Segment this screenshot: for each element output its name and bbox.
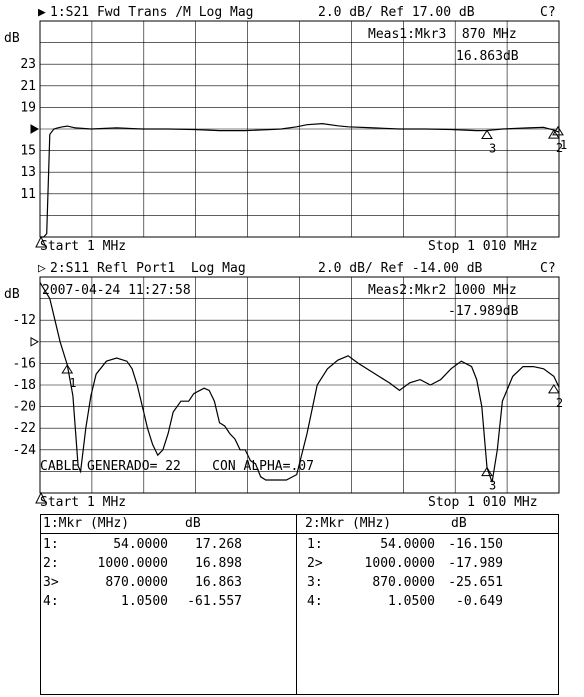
chart2-ytick-label: -24 (13, 443, 37, 458)
chart1-marker-label: 2 (556, 141, 563, 155)
chart2-start-label: Start 1 MHz (40, 495, 127, 510)
left-row-4-db: -61.557 (187, 594, 242, 609)
chart2-ref-arrow-icon (30, 336, 40, 347)
right-row-2-id: 2> (307, 556, 323, 571)
left-table-header-db: dB (185, 516, 201, 531)
left-row-2-freq: 1000.0000 (97, 556, 168, 571)
chart2-ytick-label: -22 (13, 421, 36, 436)
chart2-ylabel: dB (4, 287, 20, 302)
left-row-3-freq: 870.0000 (105, 575, 168, 590)
right-row-2-db: -17.989 (448, 556, 503, 571)
chart2-status: C? (540, 261, 556, 276)
right-row-1-id: 1: (307, 537, 323, 552)
chart1-marker-icon (481, 129, 493, 139)
left-row-4-freq: 1.0500 (121, 594, 168, 609)
chart1-ref-arrow: ▶ (38, 5, 46, 20)
right-row-1-db: -16.150 (448, 537, 503, 552)
chart1-ylabel: dB (4, 31, 20, 46)
chart2-annotation: CABLE GENERADO= 22 CON ALPHA=.07 (40, 459, 314, 474)
chart2-marker-value: -17.989dB (448, 304, 519, 319)
right-row-3-db: -25.651 (448, 575, 503, 590)
chart1-marker-value: 16.863dB (456, 49, 519, 64)
chart1-start-marker-icon (35, 235, 47, 248)
right-row-3-freq: 870.0000 (372, 575, 435, 590)
chart1-trace (40, 122, 560, 238)
chart1-marker-label: 3 (489, 141, 496, 155)
chart1-status: C? (540, 5, 556, 20)
chart2-title: 2:S11 Refl Port1 Log Mag (50, 261, 246, 276)
chart2-trace (39, 282, 560, 483)
chart1-ytick-label: 13 (20, 165, 36, 180)
chart2-ytick-label: -12 (13, 313, 36, 328)
chart2-ytick-label: -20 (13, 400, 36, 415)
right-row-1-freq: 54.0000 (380, 537, 435, 552)
left-row-4-id: 4: (43, 594, 59, 609)
left-row-3-id: 3> (43, 575, 59, 590)
chart1-ref-arrow-icon (30, 124, 40, 134)
chart2-marker-label: 3 (489, 479, 496, 493)
chart1-ytick-label: 19 (20, 100, 36, 115)
left-row-3-db: 16.863 (195, 575, 242, 590)
chart1-marker-icon (547, 129, 560, 139)
chart2-ytick-label: -16 (13, 356, 36, 371)
table-header-rule (41, 533, 558, 534)
right-row-4-db: -0.649 (456, 594, 503, 609)
chart2-start-marker-icon (35, 491, 47, 504)
left-row-2-db: 16.898 (195, 556, 242, 571)
chart1-ytick-label: 23 (20, 57, 36, 72)
left-row-2-id: 2: (43, 556, 59, 571)
chart2-marker-label: 2 (556, 396, 563, 410)
chart2-ref-arrow: ▷ (38, 261, 46, 276)
chart1-ytick-label: 15 (20, 144, 36, 159)
chart2-marker-icon (61, 364, 74, 374)
chart2-marker-icon (547, 383, 560, 394)
left-row-1-freq: 54.0000 (113, 537, 168, 552)
chart1-marker-readout: Meas1:Mkr3 870 MHz (368, 27, 517, 42)
chart1-marker-icon (552, 125, 564, 136)
chart1-marker-label: 1 (560, 138, 567, 152)
chart2-scale: 2.0 dB/ Ref -14.00 dB (318, 261, 483, 276)
chart1-start-label: Start 1 MHz (40, 239, 127, 254)
chart1-ytick-label: 11 (20, 187, 36, 202)
chart1-stop-label: Stop 1 010 MHz (428, 239, 538, 254)
left-row-1-id: 1: (43, 537, 59, 552)
chart2-marker-label: 1 (69, 376, 76, 390)
marker-table: 1:Mkr (MHz) dB 2:Mkr (MHz) dB 1: 54.0000… (40, 514, 559, 695)
chart1-ytick-label: 21 (20, 79, 36, 94)
right-row-2-freq: 1000.0000 (364, 556, 435, 571)
chart2-marker-icon (481, 466, 493, 477)
table-divider (296, 515, 297, 694)
left-table-header-mkr: 1:Mkr (MHz) (43, 516, 130, 531)
right-row-4-freq: 1.0500 (388, 594, 435, 609)
right-table-header-db: dB (451, 516, 467, 531)
chart2-ytick-label: -18 (13, 378, 36, 393)
right-row-3-id: 3: (307, 575, 323, 590)
right-row-4-id: 4: (307, 594, 323, 609)
chart2-stop-label: Stop 1 010 MHz (428, 495, 538, 510)
chart1-title: 1:S21 Fwd Trans /M Log Mag (50, 5, 254, 20)
chart2-marker-readout: Meas2:Mkr2 1000 MHz (368, 283, 517, 298)
left-row-1-db: 17.268 (195, 537, 242, 552)
chart1-scale: 2.0 dB/ Ref 17.00 dB (318, 5, 475, 20)
chart2-plot: -12 -16 -18 -20 -22 -24 1 3 2 (13, 276, 563, 504)
chart1-plot: 23 21 19 15 13 11 3 12 (20, 20, 567, 248)
right-table-header-mkr: 2:Mkr (MHz) (305, 516, 392, 531)
